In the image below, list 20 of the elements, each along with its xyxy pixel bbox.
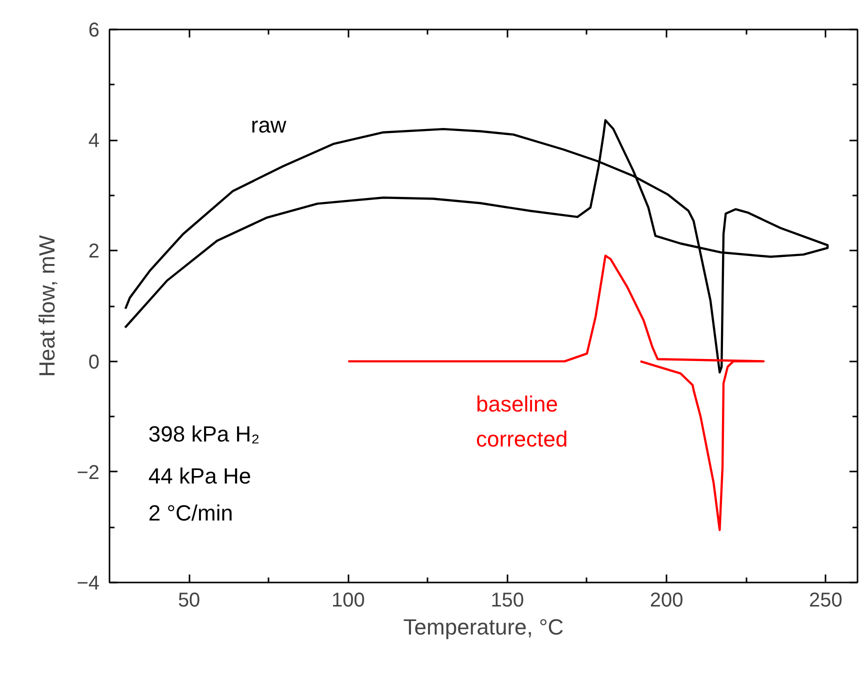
series-label: raw bbox=[250, 112, 286, 138]
annotation: 2 °C/min bbox=[148, 500, 234, 526]
y-axis-title: Heat flow, mW bbox=[34, 234, 60, 377]
x-tick-label: 250 bbox=[808, 590, 842, 612]
line-series bbox=[347, 254, 765, 532]
x-tick-label: 100 bbox=[332, 590, 365, 612]
annotation: 398 kPa H₂ bbox=[148, 421, 260, 446]
x-tick-label: 200 bbox=[650, 590, 684, 612]
annotation: 44 kPa He bbox=[148, 463, 252, 488]
y-tick-label: −2 bbox=[76, 462, 100, 484]
y-tick-label: −4 bbox=[76, 572, 100, 594]
line-series bbox=[124, 119, 829, 374]
x-tick-label: 150 bbox=[490, 590, 524, 612]
series-label: baseline corrected bbox=[476, 392, 568, 452]
x-tick-label: 50 bbox=[178, 590, 200, 612]
y-tick-label: 4 bbox=[88, 130, 100, 152]
y-tick-label: 6 bbox=[88, 20, 100, 42]
y-tick-label: 2 bbox=[88, 240, 100, 263]
y-tick-label: 0 bbox=[88, 351, 100, 374]
x-axis-title: Temperature, °C bbox=[403, 614, 564, 640]
